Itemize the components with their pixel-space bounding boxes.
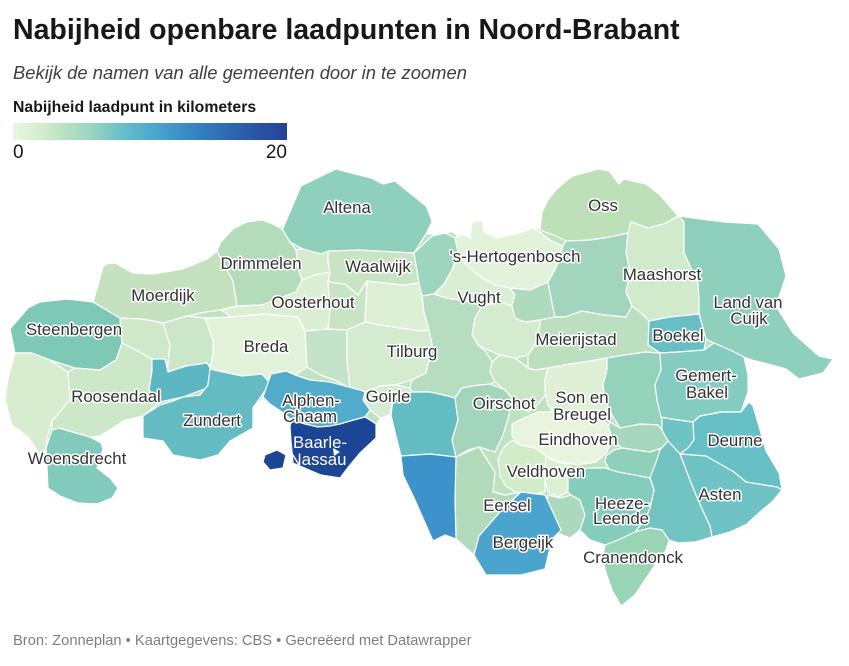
svg-text:Chaam: Chaam — [283, 407, 337, 426]
svg-text:Zundert: Zundert — [183, 411, 241, 430]
svg-text:Gemert-: Gemert- — [675, 366, 737, 385]
svg-text:Eersel: Eersel — [483, 496, 531, 515]
svg-text:Maashorst: Maashorst — [623, 265, 702, 284]
svg-text:Waalwijk: Waalwijk — [345, 257, 411, 276]
svg-text:Leende: Leende — [593, 509, 649, 528]
svg-text:Boekel: Boekel — [652, 326, 703, 345]
svg-text:Oss: Oss — [588, 196, 618, 215]
svg-text:'s-Hertogenbosch: 's-Hertogenbosch — [450, 247, 581, 266]
svg-text:Alphen-: Alphen- — [282, 391, 340, 410]
svg-text:Asten: Asten — [699, 485, 742, 504]
svg-text:Eindhoven: Eindhoven — [538, 430, 617, 449]
svg-text:Cranendonck: Cranendonck — [583, 548, 683, 567]
svg-text:Woensdrecht: Woensdrecht — [28, 449, 127, 468]
svg-text:Vught: Vught — [457, 288, 501, 307]
svg-text:Nassau: Nassau — [290, 450, 347, 469]
svg-text:Goirle: Goirle — [366, 387, 411, 406]
svg-text:Veldhoven: Veldhoven — [507, 462, 585, 481]
svg-text:Breda: Breda — [244, 337, 289, 356]
svg-text:Moerdijk: Moerdijk — [131, 286, 195, 305]
svg-text:Roosendaal: Roosendaal — [71, 387, 161, 406]
svg-text:Oosterhout: Oosterhout — [271, 293, 354, 312]
svg-text:Tilburg: Tilburg — [387, 342, 438, 361]
svg-text:Altena: Altena — [323, 198, 371, 217]
svg-text:Bakel: Bakel — [686, 383, 728, 402]
svg-text:Oirschot: Oirschot — [473, 394, 536, 413]
svg-text:Land van: Land van — [713, 293, 782, 312]
svg-text:Heeze-: Heeze- — [595, 494, 649, 513]
svg-text:Meierijstad: Meierijstad — [535, 330, 616, 349]
svg-text:Breugel: Breugel — [553, 405, 611, 424]
svg-text:Son en: Son en — [555, 388, 608, 407]
svg-text:Deurne: Deurne — [707, 431, 762, 450]
svg-text:Baarle-: Baarle- — [293, 433, 347, 452]
svg-text:Cuijk: Cuijk — [730, 309, 768, 328]
svg-text:Drimmelen: Drimmelen — [220, 254, 301, 273]
svg-text:Steenbergen: Steenbergen — [26, 320, 122, 339]
svg-text:Bergeijk: Bergeijk — [493, 533, 554, 552]
